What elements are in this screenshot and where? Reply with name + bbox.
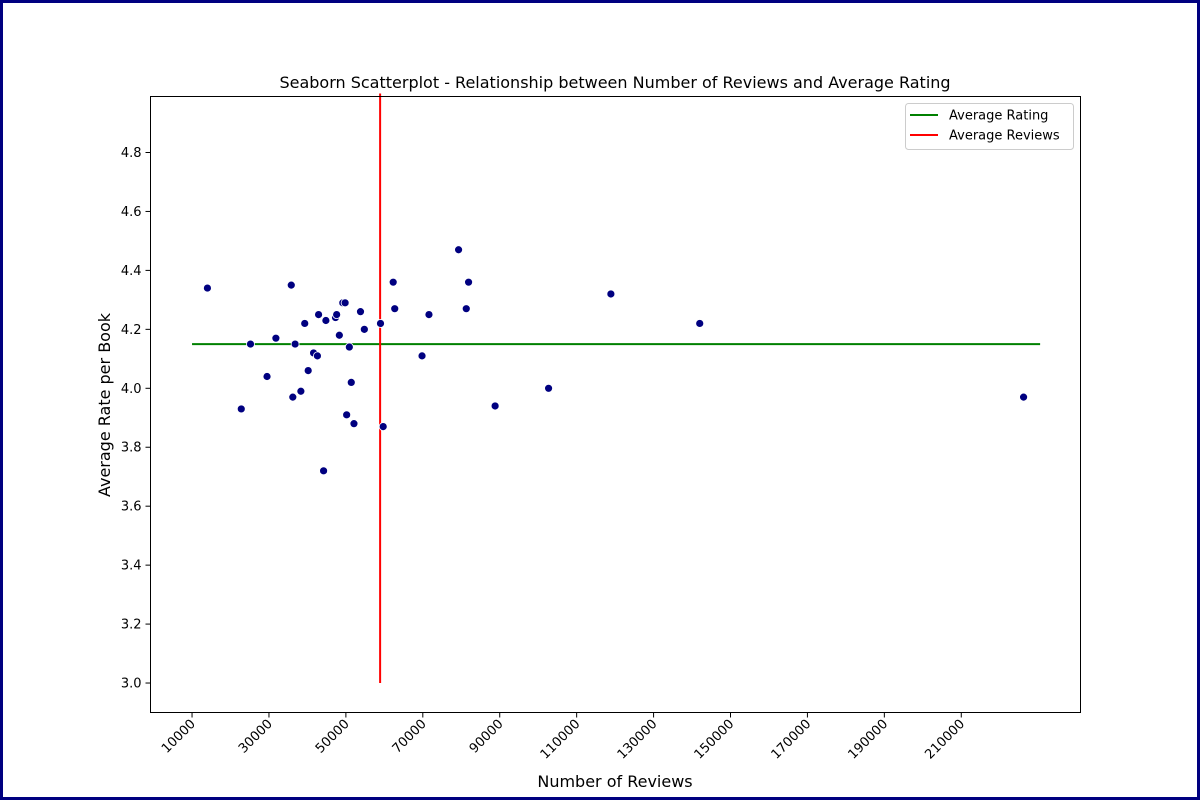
x-tick-label: 170000 <box>769 717 815 763</box>
y-tick-label: 4.2 <box>121 323 142 338</box>
data-point <box>356 307 365 317</box>
data-point <box>359 324 369 334</box>
data-point <box>262 372 272 381</box>
legend: Average Rating Average Reviews <box>905 103 1074 150</box>
data-point <box>314 310 323 320</box>
legend-label-average-rating: Average Rating <box>949 109 1048 124</box>
data-point <box>390 304 400 314</box>
x-tick-label: 110000 <box>538 717 584 763</box>
data-point <box>346 377 356 387</box>
data-point <box>606 289 616 299</box>
data-points <box>203 245 1028 476</box>
data-point <box>461 304 471 314</box>
data-point <box>349 419 359 429</box>
y-tick-label: 3.8 <box>121 441 142 456</box>
y-tick-label: 3.4 <box>121 559 142 574</box>
data-point <box>334 330 344 340</box>
y-tick-label: 4.8 <box>121 146 142 161</box>
data-point <box>454 245 463 255</box>
x-tick-label: 130000 <box>615 717 661 763</box>
legend-label-average-reviews: Average Reviews <box>949 129 1060 144</box>
x-tick-label: 90000 <box>467 717 507 757</box>
scatter-chart: Seaborn Scatterplot - Relationship betwe… <box>95 73 1081 791</box>
y-axis: 3.0 3.2 3.4 3.6 3.8 4.0 4.2 4.4 4.6 4.8 <box>121 146 151 692</box>
y-tick-label: 3.2 <box>121 618 142 633</box>
data-point <box>286 280 296 290</box>
x-tick-label: 210000 <box>922 717 968 763</box>
y-tick-label: 4.6 <box>121 205 142 220</box>
x-axis: 10000 30000 50000 70000 90000 110000 130000 150… <box>159 712 968 763</box>
reference-lines <box>192 93 1041 684</box>
chart-title: Seaborn Scatterplot - Relationship betwe… <box>279 73 950 92</box>
y-tick-label: 4.0 <box>121 382 142 397</box>
data-point <box>344 342 354 352</box>
x-tick-label: 190000 <box>845 717 891 763</box>
data-point <box>1019 392 1028 402</box>
data-point <box>464 277 473 287</box>
data-point <box>378 422 388 432</box>
data-point <box>319 466 328 476</box>
y-tick-label: 4.4 <box>121 264 142 279</box>
data-point <box>340 298 350 308</box>
data-point <box>417 351 427 361</box>
x-tick-label: 70000 <box>390 717 430 757</box>
data-point <box>313 351 322 361</box>
data-point <box>303 366 313 376</box>
data-point <box>288 392 298 402</box>
y-tick-label: 3.0 <box>121 677 142 692</box>
x-tick-label: 50000 <box>313 717 353 757</box>
data-point <box>332 310 342 320</box>
data-point <box>203 283 212 293</box>
x-axis-label: Number of Reviews <box>537 772 692 791</box>
data-point <box>490 401 500 411</box>
legend-box <box>905 103 1074 150</box>
data-point <box>424 310 434 320</box>
x-tick-label: 30000 <box>236 717 276 757</box>
data-point <box>296 386 306 396</box>
data-point <box>271 333 281 343</box>
data-point <box>376 319 385 328</box>
data-point <box>236 404 246 414</box>
y-axis-label: Average Rate per Book <box>95 312 114 497</box>
data-point <box>544 383 553 393</box>
x-tick-label: 150000 <box>692 717 738 763</box>
x-tick-label: 10000 <box>159 717 199 757</box>
data-point <box>300 319 310 328</box>
data-point <box>321 316 331 325</box>
data-point <box>388 277 398 287</box>
plot-area <box>150 96 1081 713</box>
y-tick-label: 3.6 <box>121 500 142 515</box>
data-point <box>290 339 300 349</box>
data-point <box>246 339 255 349</box>
data-point <box>695 319 705 328</box>
data-point <box>342 410 352 420</box>
